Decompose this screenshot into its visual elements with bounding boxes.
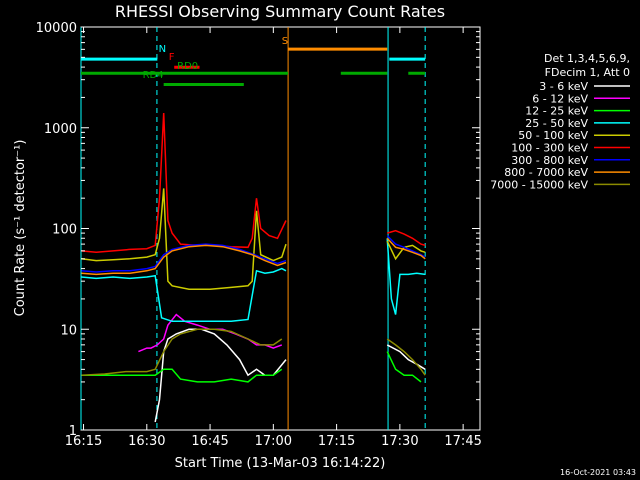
flag-label-rd0: RD0	[177, 61, 198, 72]
series-line-3	[81, 267, 287, 323]
series-segment2-line-7	[386, 338, 426, 376]
series-segment2-line-6	[386, 237, 426, 260]
x-tick-label-1: 16:30	[128, 434, 165, 449]
flag-label-n: N	[159, 44, 166, 55]
chart-title: RHESSI Observing Summary Count Rates	[115, 2, 445, 21]
legend-entry-label-0: 3 - 6 keV	[539, 80, 588, 93]
legend-entry-label-5: 100 - 300 keV	[511, 142, 588, 155]
series-line-4	[81, 188, 287, 290]
y-tick-label-4: 10000	[36, 21, 77, 36]
legend-entry-label-1: 6 - 12 keV	[532, 92, 588, 105]
flag-label-rd4: RD4	[143, 70, 164, 81]
series-line-7	[81, 244, 287, 276]
y-tick-label-1: 10	[60, 323, 77, 338]
y-axis-ticks: 1 10 100 1000 10000	[36, 21, 480, 439]
flag-label-f: F	[169, 52, 175, 63]
flag-label-s: S	[282, 36, 288, 47]
legend-entry-label-2: 12 - 25 keV	[525, 105, 588, 118]
y-tick-label-3: 1000	[44, 122, 77, 137]
series-line-2	[81, 368, 283, 383]
series-segment2-line-2	[386, 238, 426, 315]
x-tick-label-4: 17:15	[318, 434, 355, 449]
y-axis-label: Count Rate (s⁻¹ detector⁻¹)	[13, 140, 28, 317]
x-tick-label-0: 16:15	[65, 434, 102, 449]
legend-entry-label-6: 300 - 800 keV	[511, 154, 588, 167]
legend-entry-label-7: 800 - 7000 keV	[504, 166, 588, 179]
legend-entry-label-8: 7000 - 15000 keV	[490, 178, 588, 191]
footer-date: 16-Oct-2021 03:43	[560, 468, 636, 477]
x-tick-label-3: 17:00	[255, 434, 292, 449]
legend: Det 1,3,4,5,6,9, FDecim 1, Att 0 3 - 6 k…	[490, 52, 630, 191]
legend-header-line-2: FDecim 1, Att 0	[545, 66, 630, 79]
series-line-0	[154, 328, 287, 423]
x-tick-label-2: 16:45	[191, 434, 228, 449]
x-axis-label: Start Time (13-Mar-03 16:14:22)	[175, 456, 386, 471]
series-segment2-line-4	[386, 229, 426, 247]
legend-entry-label-4: 50 - 100 keV	[518, 129, 588, 142]
y-tick-label-2: 100	[52, 223, 77, 238]
series-line-6	[81, 243, 287, 273]
x-tick-label-5: 17:30	[381, 434, 418, 449]
series-segment2-line-3	[386, 240, 426, 261]
x-tick-label-6: 17:45	[444, 434, 481, 449]
series-segment2-line-1	[386, 351, 422, 383]
y-tick-label-0: 1	[69, 424, 77, 439]
legend-entry-label-3: 25 - 50 keV	[525, 117, 588, 130]
legend-header-line-1: Det 1,3,4,5,6,9,	[544, 52, 630, 65]
series-line-8	[81, 328, 283, 376]
series-segment2-line-0	[386, 344, 426, 370]
x-axis-ticks: 16:15 16:30 16:45 17:00 17:15 17:30 17:45	[65, 27, 482, 449]
series-line-5	[81, 112, 287, 254]
